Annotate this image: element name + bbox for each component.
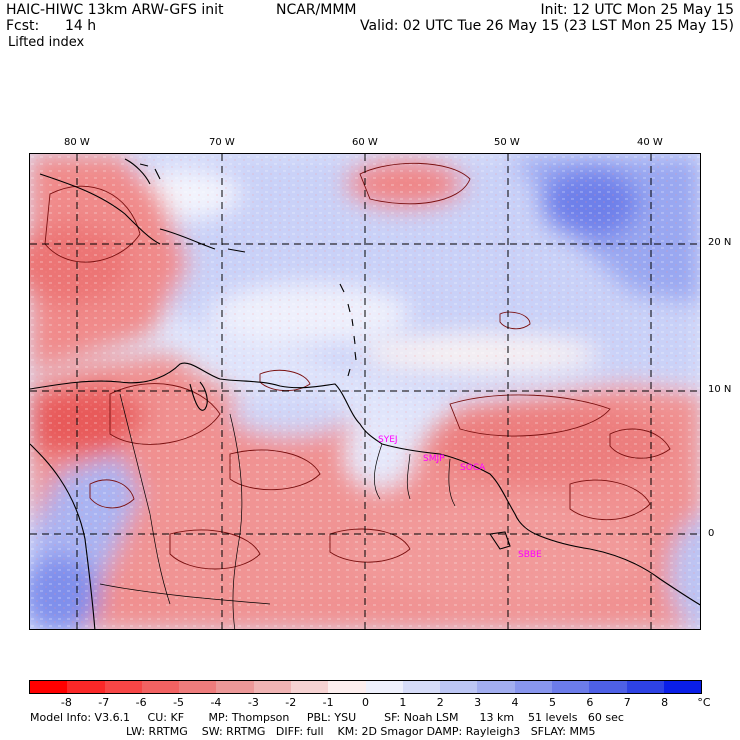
colorbar-swatch [141,681,180,693]
lat-label-equator: 0 [708,528,715,539]
lon-label-40w: 40 W [637,137,663,148]
lon-label-80w: 80 W [64,137,90,148]
colorbar-swatch [365,681,403,693]
colorbar-tick-label: -4 [210,696,222,709]
colorbar-tick-label: 0 [362,696,369,709]
lon-label-60w: 60 W [352,137,378,148]
colorbar-tick-label: 8 [661,696,669,709]
colorbar-tick-label: -2 [285,696,297,709]
colorbar-unit: °C [697,696,711,709]
model-title: HAIC-HIWC 13km ARW-GFS init [6,2,224,18]
colorbar-tick-label: 3 [474,696,482,709]
field-name: Lifted index [8,35,85,50]
colorbar-swatch [589,681,627,693]
colorbar-tick-label: -8 [60,696,72,709]
station-labels: SYEJ SMJP SOCA SBBE [378,435,542,560]
colorbar-swatch [551,681,590,693]
colorbar-tick-label: -7 [98,696,110,709]
colorbar-swatch [477,681,515,693]
forecast-hours: 14 h [65,18,97,34]
lon-label-50w: 50 W [494,137,520,148]
model-info-line1: Model Info: V3.6.1 CU: KF MP: Thompson P… [30,711,624,724]
lon-label-70w: 70 W [209,137,235,148]
colorbar-swatch [30,681,68,693]
colorbar-swatch [402,681,441,693]
colorbar-tick-label: 7 [623,696,631,709]
colorbar-tick-label: 4 [511,696,519,709]
map-field: SYEJ SMJP SOCA SBBE [30,154,700,629]
colorbar-swatch [290,681,329,693]
lat-label-20n: 20 N [708,237,732,248]
station-sbbe: SBBE [518,550,542,560]
forecast-label: Fcst: [6,18,40,34]
lifted-index-map: SYEJ SMJP SOCA SBBE [29,153,701,630]
valid-time: Valid: 02 UTC Tue 26 May 15 (23 LST Mon … [360,18,734,34]
station-syej: SYEJ [378,435,398,445]
station-soca: SOCA [460,463,486,473]
colorbar-tick-label: 6 [586,696,594,709]
colorbar-swatch [440,681,478,693]
station-smjp: SMJP [423,454,445,464]
colorbar [29,680,702,694]
colorbar-swatch [216,681,254,693]
colorbar-swatch [67,681,105,693]
li-contours [44,162,671,570]
colorbar-tick-label: -6 [135,696,147,709]
colorbar-tick-label: -3 [247,696,259,709]
colorbar-swatch [104,681,142,693]
colorbar-swatch [514,681,552,693]
colorbar-swatch [626,681,664,693]
colorbar-tick-label: -5 [173,696,185,709]
lat-label-10n: 10 N [708,384,732,395]
colorbar-tick-label: 1 [399,696,407,709]
lat-lon-grid [30,154,700,629]
colorbar-swatch [663,681,702,693]
org-label: NCAR/MMM [276,2,357,18]
colorbar-swatch [328,681,366,693]
colorbar-swatch [253,681,291,693]
colorbar-swatch [179,681,217,693]
init-time: Init: 12 UTC Mon 25 May 15 [540,2,734,18]
colorbar-tick-label: -1 [322,696,334,709]
colorbar-tick-label: 5 [548,696,556,709]
model-info-line2: LW: RRTMG SW: RRTMG DIFF: full KM: 2D Sm… [126,725,596,738]
colorbar-tick-label: 2 [436,696,444,709]
